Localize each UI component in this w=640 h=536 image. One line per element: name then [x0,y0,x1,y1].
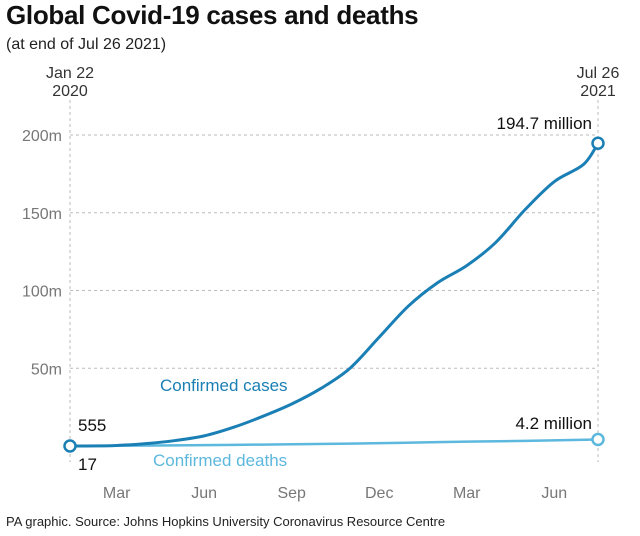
x-end-label: Jul 26 [577,65,620,82]
x-tick-label: Sep [277,485,306,502]
y-tick-label: 50m [31,361,62,378]
chart-subtitle: (at end of Jul 26 2021) [6,36,167,53]
source-note: PA graphic. Source: Johns Hopkins Univer… [6,514,446,529]
x-tick-label: Dec [365,485,393,502]
x-tick-label: Jun [191,485,217,502]
deaths-end-marker [591,432,605,447]
series-layer [63,136,605,453]
y-tick-label: 200m [22,128,62,145]
x-tick-label: Jun [541,485,567,502]
cases-series-label: Confirmed cases [160,376,288,395]
x-end-label: 2021 [580,83,616,100]
deaths-start-value: 17 [78,455,97,474]
y-tick-label: 100m [22,284,62,301]
chart-title: Global Covid-19 cases and deaths [6,0,419,30]
deaths-series-label: Confirmed deaths [153,451,287,470]
deaths-end-value: 4.2 million [515,414,592,433]
x-tick-label: Mar [453,485,481,502]
x-tick-label: Mar [103,485,131,502]
cases-end-value: 194.7 million [497,114,592,133]
deaths-line [68,438,600,448]
x-start-label: Jan 22 [46,65,94,82]
cases-start-value: 555 [78,416,106,435]
start-marker [63,439,77,453]
y-tick-label: 150m [22,206,62,223]
x-start-label: 2020 [52,83,88,100]
cases-end-marker [591,136,605,150]
cases-line [68,141,600,448]
label-layer: 555 17 194.7 million 4.2 million Confirmed c… [78,114,592,474]
grid-layer [69,100,599,462]
